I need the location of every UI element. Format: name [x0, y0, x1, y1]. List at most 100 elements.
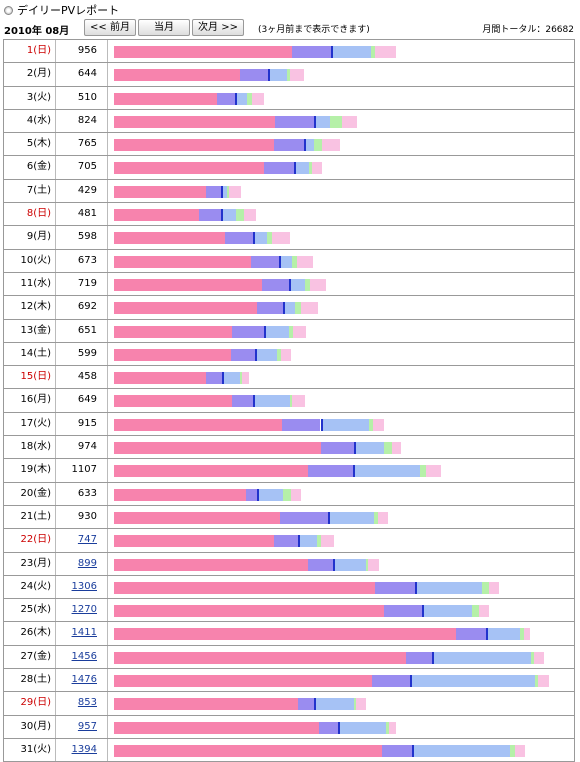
bar-cell — [108, 529, 574, 551]
bar-segment — [303, 139, 314, 152]
bar-segment — [319, 721, 339, 734]
bar-segment — [242, 372, 250, 385]
bar-segment — [338, 721, 387, 734]
bar-segment — [282, 418, 321, 431]
bar-segment — [263, 162, 294, 175]
pv-cell[interactable]: 1476 — [56, 669, 108, 692]
bar-segment — [114, 139, 275, 152]
bar-cell — [108, 692, 574, 714]
prev-button[interactable]: << 前月 — [84, 19, 136, 36]
pv-cell[interactable]: 1411 — [56, 622, 108, 645]
day-cell: 13(金) — [4, 319, 56, 342]
day-cell: 19(木) — [4, 459, 56, 482]
bar-segment — [415, 581, 482, 594]
day-cell: 4(水) — [4, 109, 56, 133]
bar-segment — [114, 698, 299, 711]
next-button[interactable]: 次月 >> — [192, 19, 244, 36]
bar-segment — [246, 488, 258, 501]
pv-cell[interactable]: 1270 — [56, 599, 108, 622]
bar-segment — [114, 372, 206, 385]
table-row: 28(土) 1476 — [3, 669, 575, 693]
note: (3ヶ月前まで表示できます) — [258, 25, 370, 35]
bar-segment — [114, 278, 262, 291]
bar-cell — [108, 716, 574, 738]
table-row: 18(水) 974 — [3, 436, 575, 460]
bar-segment — [232, 395, 254, 408]
bar-segment — [247, 92, 253, 105]
bar-cell — [108, 646, 574, 668]
day-cell: 21(土) — [4, 505, 56, 529]
bar-segment — [221, 372, 241, 385]
bar-cell — [108, 180, 574, 202]
pv-cell: 598 — [56, 226, 108, 249]
bar-segment — [301, 302, 319, 315]
bar-segment — [114, 535, 274, 548]
bar-segment — [114, 162, 264, 175]
bar-cell — [108, 436, 574, 458]
bar-segment — [261, 278, 289, 291]
bar-segment — [332, 558, 366, 571]
pv-cell[interactable]: 957 — [56, 715, 108, 738]
bar-segment — [455, 628, 486, 641]
bar-segment — [392, 442, 402, 455]
bar-segment — [365, 558, 368, 571]
bar-cell — [108, 669, 574, 691]
bar-segment — [291, 255, 298, 268]
table-row: 26(木) 1411 — [3, 622, 575, 646]
table-row: 3(火) 510 — [3, 86, 575, 110]
bar-segment — [293, 325, 307, 338]
bar-segment — [221, 185, 228, 198]
pv-cell: 649 — [56, 389, 108, 412]
bar-segment — [353, 698, 356, 711]
bar-segment — [520, 628, 525, 641]
pv-cell[interactable]: 1394 — [56, 738, 108, 762]
day-cell: 12(木) — [4, 296, 56, 319]
bar-segment — [114, 628, 456, 641]
bar-cell — [108, 553, 574, 575]
table-row: 9(月) 598 — [3, 226, 575, 250]
day-cell: 25(水) — [4, 599, 56, 622]
bar-segment — [355, 698, 366, 711]
bar-segment — [114, 255, 252, 268]
day-cell: 9(月) — [4, 226, 56, 249]
pv-cell[interactable]: 899 — [56, 552, 108, 575]
bar-segment — [243, 209, 256, 222]
pv-cell[interactable]: 1306 — [56, 575, 108, 599]
bar-segment — [530, 651, 534, 664]
bar-segment — [293, 162, 309, 175]
table-row: 22(日) 747 — [3, 529, 575, 553]
bar-segment — [198, 209, 221, 222]
current-button[interactable]: 当月 — [138, 19, 190, 36]
bar-segment — [288, 278, 306, 291]
icon — [4, 5, 13, 15]
pv-cell: 599 — [56, 342, 108, 366]
bar-segment — [386, 721, 390, 734]
pv-cell[interactable]: 853 — [56, 692, 108, 715]
bar-cell — [108, 203, 574, 225]
bar-segment — [227, 185, 230, 198]
pv-cell[interactable]: 1456 — [56, 645, 108, 669]
pv-cell: 644 — [56, 63, 108, 86]
bar-segment — [371, 675, 411, 688]
bar-segment — [253, 232, 268, 245]
bar-segment — [406, 651, 433, 664]
bar-segment — [114, 115, 275, 128]
bar-segment — [290, 395, 293, 408]
bar-segment — [272, 232, 291, 245]
bar-segment — [114, 209, 199, 222]
bar-segment — [313, 139, 322, 152]
bar-segment — [288, 325, 294, 338]
bar-segment — [373, 418, 384, 431]
bar-cell — [108, 483, 574, 505]
bar-cell — [108, 87, 574, 109]
bar-segment — [330, 46, 371, 58]
pv-cell[interactable]: 747 — [56, 529, 108, 552]
bar-cell — [108, 622, 574, 644]
bar-segment — [287, 69, 291, 82]
pv-cell: 824 — [56, 109, 108, 133]
bar-segment — [114, 325, 233, 338]
bar-segment — [268, 69, 288, 82]
bar-segment — [252, 92, 265, 105]
bar-cell — [108, 156, 574, 178]
bar-segment — [220, 209, 236, 222]
